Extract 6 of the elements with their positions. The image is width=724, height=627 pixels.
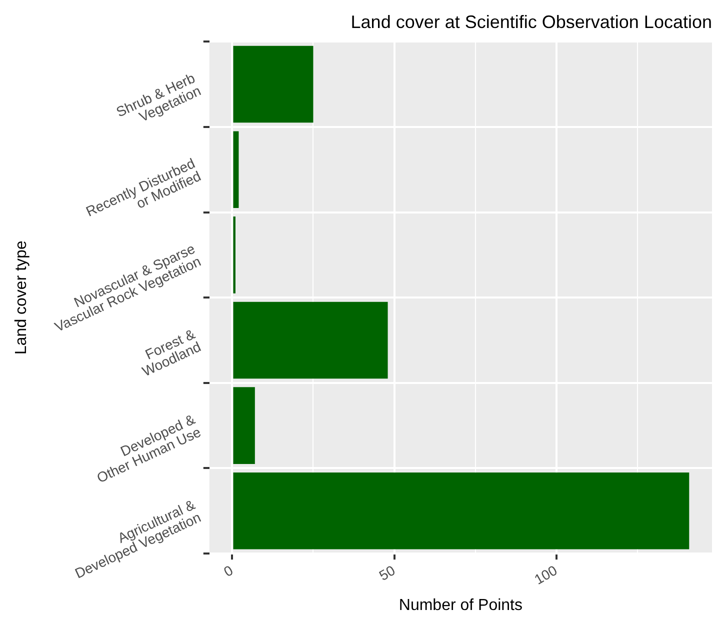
y-axis-title: Land cover type <box>13 240 30 355</box>
x-tick-label: 0 <box>220 562 236 580</box>
x-tick-label: 50 <box>376 562 398 584</box>
x-axis-title: Number of Points <box>398 596 522 614</box>
chart-title: Land cover at Scientific Observation Location <box>350 12 712 32</box>
x-tick-label: 100 <box>531 562 560 588</box>
